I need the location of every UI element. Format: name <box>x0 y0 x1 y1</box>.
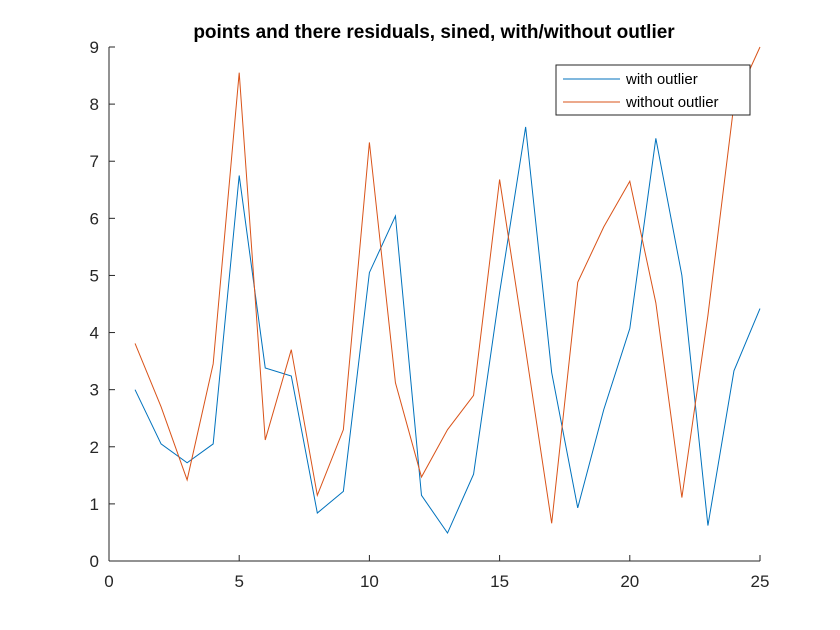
x-tick-label: 5 <box>234 572 243 591</box>
x-tick-label: 0 <box>104 572 113 591</box>
legend-label-with-outlier: with outlier <box>625 71 698 88</box>
y-tick-label: 1 <box>90 495 99 514</box>
y-tick-label: 3 <box>90 381 99 400</box>
series-line-without-outlier <box>134 46 761 524</box>
axes: 0 5 10 15 20 25 0 1 2 3 4 5 6 7 8 9 <box>90 38 770 591</box>
chart-title: points and there residuals, sined, with/… <box>193 22 675 43</box>
y-tick-label: 5 <box>90 266 99 285</box>
y-tick-label: 6 <box>90 209 99 228</box>
legend-label-without-outlier: without outlier <box>625 94 719 111</box>
y-tick-label: 7 <box>90 152 99 171</box>
x-tick-label: 15 <box>490 572 509 591</box>
y-tick-label: 8 <box>90 95 99 114</box>
x-tick-label: 20 <box>620 572 639 591</box>
plot-area <box>109 47 760 561</box>
y-tick-label: 0 <box>90 552 99 571</box>
y-tick-label: 9 <box>90 38 99 57</box>
legend-box <box>555 64 751 116</box>
y-tick-label: 4 <box>90 324 99 343</box>
x-tick-label: 25 <box>751 572 770 591</box>
legend: with outlier without outlier <box>555 64 751 116</box>
x-tick-label: 10 <box>360 572 379 591</box>
y-tick-label: 2 <box>90 438 99 457</box>
series-line-with-outlier <box>134 126 761 535</box>
series-layer <box>134 46 761 535</box>
